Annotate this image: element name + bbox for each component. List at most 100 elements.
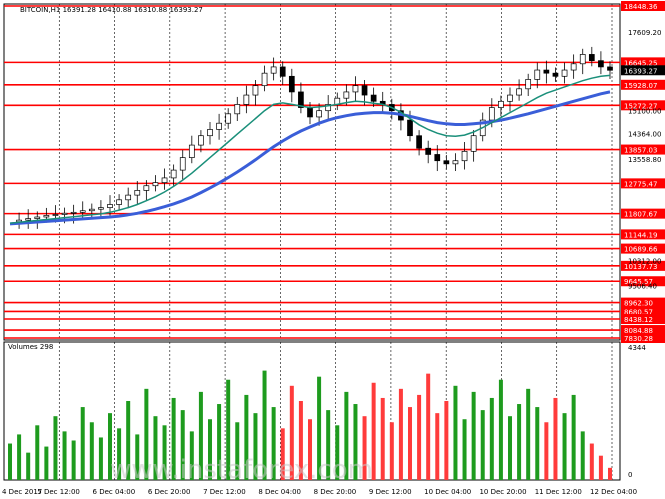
candle-body bbox=[188, 144, 195, 158]
level-label: 18448.36 bbox=[624, 3, 658, 11]
level-label-bg bbox=[621, 325, 665, 336]
volume-bar bbox=[598, 455, 603, 480]
volume-bar bbox=[153, 416, 158, 480]
candle-body bbox=[143, 185, 150, 191]
candle-body bbox=[370, 94, 377, 102]
volumes-label: Volumes 298 bbox=[8, 343, 53, 351]
volume-bar bbox=[371, 382, 376, 480]
volume-bar bbox=[398, 388, 403, 480]
level-label-bg bbox=[621, 313, 665, 324]
level-label: 15272.27 bbox=[624, 102, 657, 110]
candle-body bbox=[79, 210, 86, 213]
candle-body bbox=[261, 72, 268, 87]
level-label-bg bbox=[621, 57, 665, 68]
volume-bar bbox=[198, 391, 203, 480]
volume-bar bbox=[208, 419, 212, 480]
candle-body bbox=[61, 212, 68, 215]
candle-body bbox=[561, 69, 568, 77]
price-tick-label: 13558.80 bbox=[628, 156, 661, 164]
candle-body bbox=[161, 177, 168, 183]
volume-bar bbox=[562, 413, 567, 480]
volume-bar bbox=[108, 413, 112, 480]
candle-body bbox=[152, 182, 159, 187]
volume-bar bbox=[380, 397, 385, 480]
candle-body bbox=[516, 88, 522, 96]
volume-bar bbox=[89, 422, 94, 480]
candle-body bbox=[107, 204, 113, 208]
volume-bar bbox=[308, 419, 312, 480]
time-tick-label: 12 Dec 04:00 bbox=[590, 488, 637, 496]
candle-body bbox=[543, 69, 550, 74]
time-tick-label: 6 Dec 04:00 bbox=[93, 488, 136, 496]
volume-bar bbox=[544, 422, 549, 480]
level-label: 10689.66 bbox=[624, 246, 658, 254]
volume-bar bbox=[180, 410, 185, 480]
candle-body bbox=[307, 107, 313, 118]
ma-fast-line bbox=[9, 74, 611, 225]
candle-body bbox=[198, 135, 204, 146]
volume-bar bbox=[53, 416, 58, 480]
candle-body bbox=[470, 135, 477, 152]
candle-body bbox=[52, 214, 59, 216]
level-label: 8438.12 bbox=[624, 316, 653, 324]
time-tick-label: 10 Dec 04:00 bbox=[424, 488, 471, 496]
candle-body bbox=[488, 107, 495, 121]
price-tick-label: 17609.20 bbox=[628, 29, 661, 37]
volume-tick-label: 4344 bbox=[628, 344, 646, 352]
volume-bar bbox=[280, 428, 285, 480]
candle-body bbox=[25, 218, 32, 221]
volume-bar bbox=[117, 428, 122, 480]
volume-bar bbox=[126, 400, 131, 480]
candle-body bbox=[598, 60, 604, 68]
candle-body bbox=[507, 94, 513, 102]
volume-bar bbox=[71, 440, 76, 480]
level-label-bg bbox=[621, 260, 665, 271]
level-label: 13857.03 bbox=[624, 147, 657, 155]
price-tick-label: 10312.00 bbox=[628, 257, 661, 265]
time-tick-label: 9 Dec 12:00 bbox=[369, 488, 412, 496]
level-label-bg bbox=[621, 79, 665, 90]
candle-body bbox=[234, 104, 241, 115]
level-label-bg bbox=[621, 243, 665, 254]
candle-body bbox=[125, 194, 132, 201]
volume-bar bbox=[344, 391, 349, 480]
volume-bar bbox=[471, 391, 476, 480]
candle-body bbox=[298, 91, 304, 108]
level-label-bg bbox=[621, 229, 665, 240]
candle-body bbox=[534, 69, 541, 80]
level-label-bg bbox=[621, 333, 665, 343]
candle-body bbox=[98, 207, 104, 210]
candle-body bbox=[552, 72, 559, 77]
volume-bar bbox=[444, 400, 449, 480]
candle-body bbox=[525, 79, 532, 90]
price-tick-label: 9506.40 bbox=[628, 283, 657, 291]
time-tick-label: 6 Dec 20:00 bbox=[148, 488, 191, 496]
volume-bar bbox=[217, 404, 222, 480]
candle-body bbox=[88, 208, 95, 212]
volume-bar bbox=[80, 407, 85, 480]
level-label: 8680.57 bbox=[624, 308, 653, 316]
volume-bar bbox=[62, 431, 67, 480]
level-label: 15928.07 bbox=[624, 82, 657, 90]
volume-bar bbox=[144, 388, 149, 480]
volume-bar bbox=[298, 400, 303, 480]
time-tick-label: 4 Dec 2017 bbox=[2, 488, 42, 496]
ma-slow-line bbox=[9, 90, 611, 226]
volume-bar bbox=[235, 422, 240, 480]
volume-bar bbox=[553, 397, 558, 480]
candle-body bbox=[570, 63, 577, 71]
level-label: 9645.57 bbox=[624, 278, 653, 286]
candle-body bbox=[34, 216, 41, 219]
watermark: www.instaforex.com bbox=[110, 455, 373, 485]
volume-bar bbox=[462, 419, 467, 480]
grid bbox=[3, 3, 621, 481]
volume-bar bbox=[244, 394, 249, 480]
candles bbox=[16, 46, 613, 229]
volume-bar bbox=[417, 394, 422, 480]
candle-body bbox=[316, 110, 322, 118]
level-label-bg bbox=[621, 306, 665, 317]
level-label: 8962.30 bbox=[624, 300, 653, 308]
volume-tick-label: 0 bbox=[628, 471, 632, 479]
time-tick-label: 7 Dec 12:00 bbox=[203, 488, 246, 496]
